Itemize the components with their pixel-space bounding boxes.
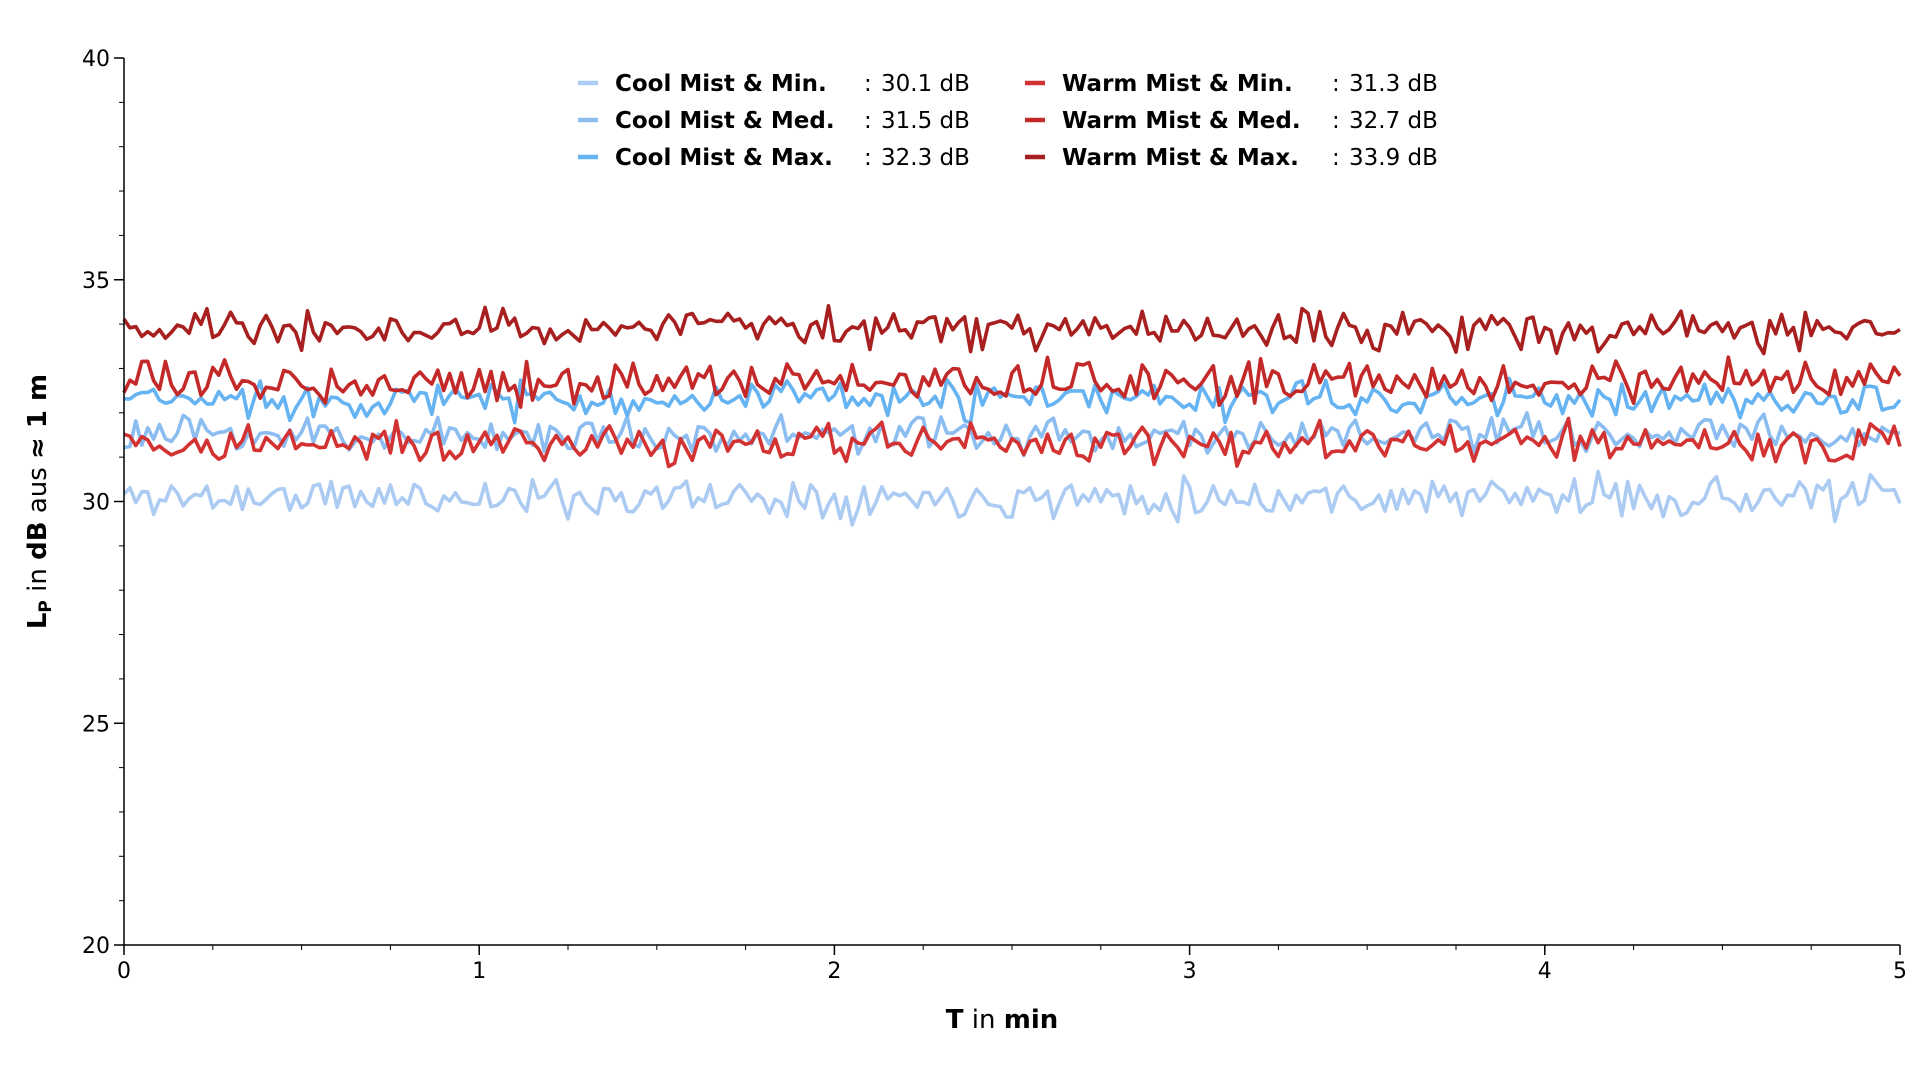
legend-series-name: Warm Mist & Min. — [1062, 71, 1293, 97]
legend-series-name: Warm Mist & Max. — [1062, 145, 1299, 171]
legend-series-mean: 30.1 dB — [881, 71, 970, 97]
legend-series-name: Warm Mist & Med. — [1062, 108, 1301, 134]
legend-separator: : — [864, 145, 872, 171]
x-tick-label: 1 — [472, 959, 486, 984]
y-tick-label: 40 — [82, 47, 110, 72]
x-tick-label: 0 — [117, 959, 131, 984]
legend-separator: : — [864, 71, 872, 97]
legend-series-mean: 32.3 dB — [881, 145, 970, 171]
legend-separator: : — [1332, 108, 1340, 134]
legend-series-mean: 33.9 dB — [1349, 145, 1438, 171]
x-tick-label: 2 — [827, 959, 841, 984]
axis-titles: T in min LP in dB aus ≈ 1 m — [23, 374, 1058, 1035]
y-tick-label: 20 — [82, 934, 110, 959]
y-tick-label: 30 — [82, 491, 110, 516]
y-tick-label: 25 — [82, 712, 110, 737]
x-tick-label: 5 — [1893, 959, 1907, 984]
series-lines — [122, 303, 1902, 527]
legend-series-name: Cool Mist & Max. — [615, 145, 833, 171]
legend-series-name: Cool Mist & Med. — [615, 108, 835, 134]
x-axis-title: T in min — [946, 1005, 1059, 1035]
y-axis-title: LP in dB aus ≈ 1 m — [23, 374, 56, 629]
legend-separator: : — [1332, 145, 1340, 171]
legend-series-mean: 31.3 dB — [1349, 71, 1438, 97]
x-tick-label: 4 — [1538, 959, 1552, 984]
series-line-5 — [122, 355, 1902, 410]
x-tick-label: 3 — [1183, 959, 1197, 984]
axes: 0 1 2 3 4 5 20 25 30 35 40 — [82, 47, 1907, 984]
legend-series-name: Cool Mist & Min. — [615, 71, 827, 97]
series-line-6 — [122, 303, 1901, 356]
y-tick-label: 35 — [82, 269, 110, 294]
series-line-4 — [123, 416, 1902, 469]
series-line-3 — [123, 376, 1902, 425]
legend-separator: : — [864, 108, 872, 134]
series-line-1 — [122, 469, 1902, 527]
legend-separator: : — [1332, 71, 1340, 97]
legend-series-mean: 31.5 dB — [881, 108, 970, 134]
legend-series-mean: 32.7 dB — [1349, 108, 1438, 134]
